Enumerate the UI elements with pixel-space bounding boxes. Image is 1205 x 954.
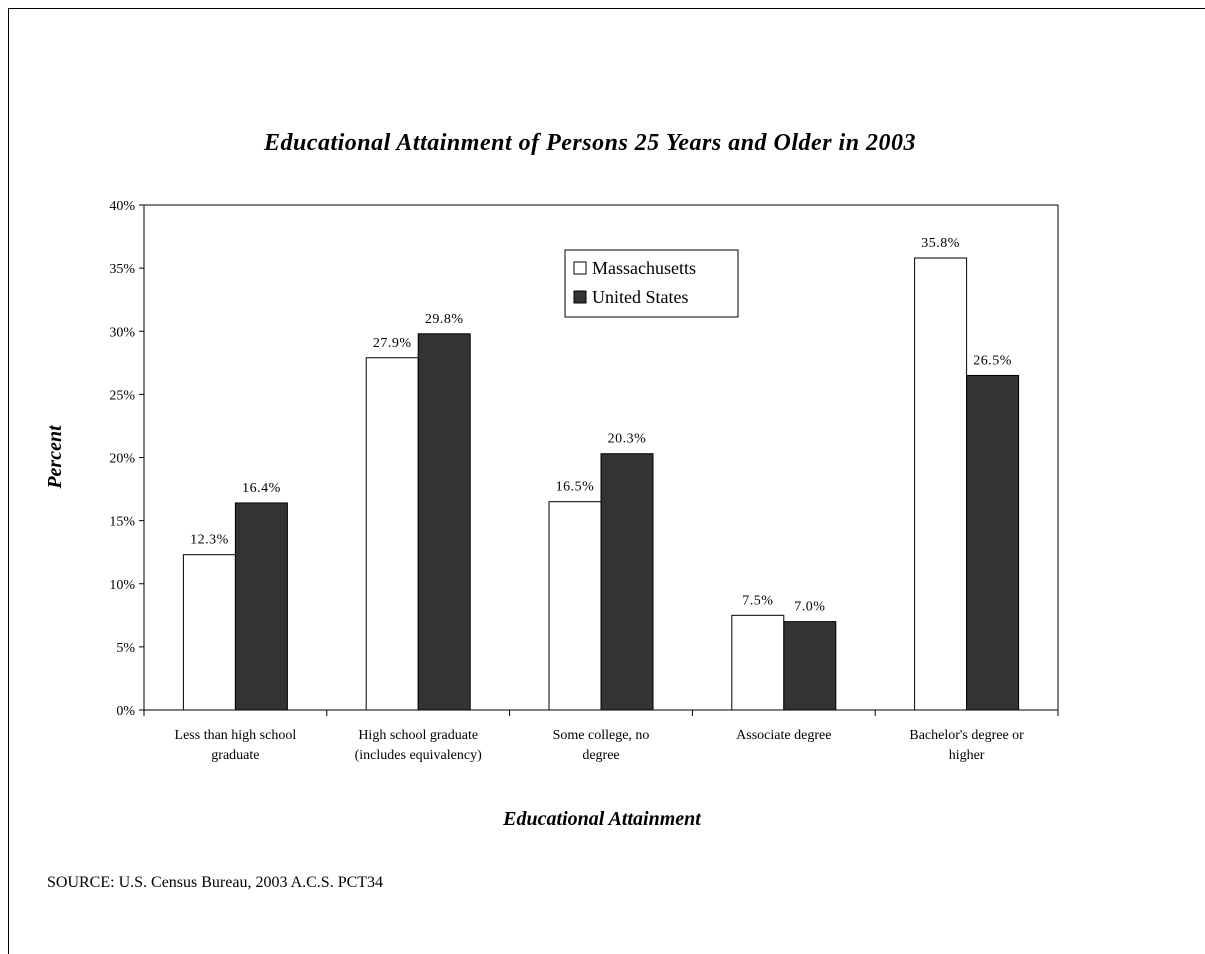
source-note: SOURCE: U.S. Census Bureau, 2003 A.C.S. … xyxy=(47,874,383,891)
data-label: 7.5% xyxy=(742,593,773,608)
x-tick-label: Associate degree xyxy=(736,728,831,743)
x-tick-label: Less than high school graduate xyxy=(175,728,297,763)
y-tick-label: 40% xyxy=(109,199,135,214)
bar xyxy=(365,357,419,711)
bar xyxy=(731,614,785,711)
bar xyxy=(234,502,288,711)
x-tick-label: Some college, no degree xyxy=(553,728,650,763)
y-tick-label: 10% xyxy=(109,578,135,593)
legend: Massachusetts United States xyxy=(564,249,739,318)
data-label: 12.3% xyxy=(190,533,229,548)
y-tick-label: 15% xyxy=(109,515,135,530)
y-axis: 0% 5% 10% 15% 20% 25% 30% 35% 40% xyxy=(109,199,144,719)
data-label: 16.4% xyxy=(242,481,281,496)
legend-swatch xyxy=(573,261,587,275)
chart-frame xyxy=(8,8,1205,954)
data-label: 27.9% xyxy=(373,336,412,351)
bars: 12.3% 27.9% 16.5% 7.5% 35.8% 16.4% 29.8% 20.3% 7… xyxy=(182,236,1020,711)
y-tick-label: 25% xyxy=(109,388,135,403)
legend-label: Massachusetts xyxy=(592,258,696,278)
data-label: 7.0% xyxy=(794,600,825,615)
data-label: 26.5% xyxy=(973,353,1012,368)
legend-label: United States xyxy=(592,287,689,307)
data-label: 35.8% xyxy=(921,236,960,251)
y-tick-label: 30% xyxy=(109,325,135,340)
data-label: 20.3% xyxy=(608,432,647,447)
y-tick-label: 5% xyxy=(116,641,135,656)
bar xyxy=(966,374,1020,711)
x-tick-label: Bachelor's degree or higher xyxy=(909,728,1024,763)
chart-title: Educational Attainment of Persons 25 Yea… xyxy=(263,130,916,156)
x-tick-label: High school graduate (includes equivalenc… xyxy=(355,728,482,763)
y-tick-label: 20% xyxy=(109,452,135,467)
data-label: 16.5% xyxy=(556,480,595,495)
legend-swatch xyxy=(573,290,587,304)
bar xyxy=(417,333,471,711)
bar xyxy=(182,554,236,711)
y-axis-title: Percent xyxy=(44,424,66,490)
legend-box xyxy=(564,249,739,318)
y-tick-label: 0% xyxy=(116,704,135,719)
bar xyxy=(783,621,837,711)
x-axis-title: Educational Attainment xyxy=(502,808,702,830)
bar xyxy=(914,257,968,711)
bar xyxy=(548,501,602,711)
bar xyxy=(600,453,654,711)
data-label: 29.8% xyxy=(425,312,464,327)
y-tick-label: 35% xyxy=(109,262,135,277)
x-axis: Less than high school graduate High school… xyxy=(143,710,1059,763)
